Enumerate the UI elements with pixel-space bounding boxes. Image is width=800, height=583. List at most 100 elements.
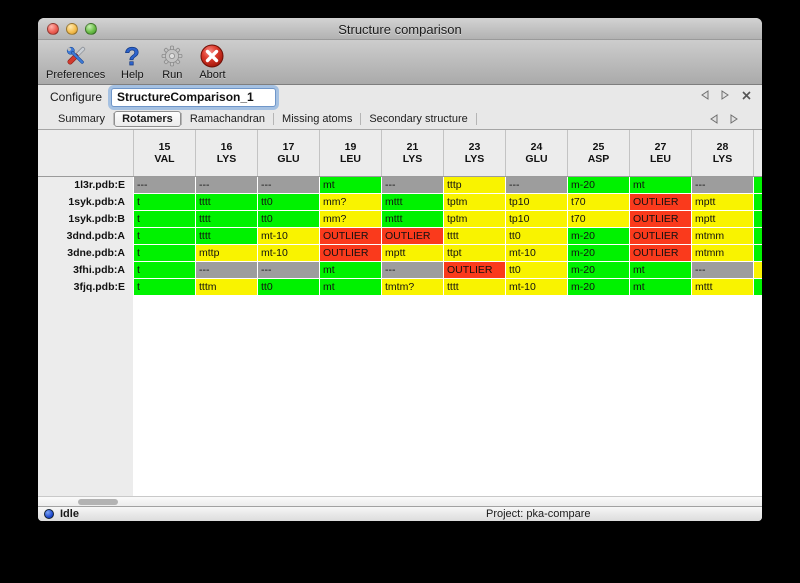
close-configure-icon[interactable] xyxy=(740,89,752,101)
rotamer-cell[interactable]: ttpt xyxy=(444,245,505,261)
rotamer-cell[interactable]: OUTLIER xyxy=(444,262,505,278)
rotamer-cell[interactable]: t xyxy=(134,211,195,227)
rotamer-cell[interactable]: --- xyxy=(134,177,195,193)
tools-icon xyxy=(63,42,89,70)
rotamer-cell[interactable]: m-20 xyxy=(568,228,629,244)
rotamer-cell[interactable]: tptm xyxy=(444,211,505,227)
rotamer-cell[interactable]: tptm xyxy=(444,194,505,210)
row-header-1l3r-pdb-e: 1l3r.pdb:E xyxy=(38,177,133,193)
rotamer-cell[interactable]: tt0 xyxy=(258,279,319,295)
rotamer-cell[interactable]: tp10 xyxy=(506,194,567,210)
column-header-25: 25 ASP xyxy=(567,130,629,176)
rotamer-cell-clipped[interactable] xyxy=(754,245,762,261)
rotamer-cell[interactable]: mm? xyxy=(320,211,381,227)
rotamer-cell[interactable]: tttt xyxy=(196,228,257,244)
rotamer-cell[interactable]: tt0 xyxy=(258,211,319,227)
rotamer-cell[interactable]: tttt xyxy=(196,194,257,210)
rotamer-cell[interactable]: OUTLIER xyxy=(382,228,443,244)
prev-configure-button[interactable] xyxy=(698,89,710,101)
rotamer-cell[interactable]: tt0 xyxy=(506,262,567,278)
tab-rotamers[interactable]: Rotamers xyxy=(114,111,181,127)
rotamer-cell[interactable]: tttm xyxy=(196,279,257,295)
rotamer-cell[interactable]: mptt xyxy=(692,194,753,210)
rotamer-cell[interactable]: m-20 xyxy=(568,262,629,278)
rotamer-cell[interactable]: --- xyxy=(258,262,319,278)
rotamer-cell[interactable]: OUTLIER xyxy=(630,211,691,227)
abort-button[interactable]: Abort xyxy=(199,42,226,81)
rotamer-cell[interactable]: mttt xyxy=(692,279,753,295)
minimize-window-button[interactable] xyxy=(66,23,78,35)
rotamer-cell[interactable]: mt-10 xyxy=(506,279,567,295)
configure-name-input[interactable] xyxy=(111,87,277,107)
rotamer-cell[interactable]: --- xyxy=(506,177,567,193)
zoom-window-button[interactable] xyxy=(85,23,97,35)
rotamer-cell[interactable]: mtmm xyxy=(692,245,753,261)
rotamer-cell[interactable]: tt0 xyxy=(258,194,319,210)
next-tab-button[interactable] xyxy=(728,113,740,125)
rotamer-cell[interactable]: mttt xyxy=(382,211,443,227)
rotamer-cell[interactable]: mm? xyxy=(320,194,381,210)
rotamer-cell[interactable]: mptt xyxy=(692,211,753,227)
rotamer-cell[interactable]: tmtm? xyxy=(382,279,443,295)
tab-missing-atoms[interactable]: Missing atoms xyxy=(282,113,353,125)
rotamer-cell[interactable]: mt xyxy=(320,177,381,193)
rotamer-cell[interactable]: t xyxy=(134,194,195,210)
rotamer-cell[interactable]: mt xyxy=(630,262,691,278)
preferences-button[interactable]: Preferences xyxy=(46,42,105,81)
rotamer-cell[interactable]: t xyxy=(134,279,195,295)
rotamer-cell[interactable]: t70 xyxy=(568,194,629,210)
rotamer-cell[interactable]: mt xyxy=(320,262,381,278)
horizontal-scrollbar[interactable] xyxy=(38,496,762,506)
rotamer-cell-clipped[interactable] xyxy=(754,211,762,227)
rotamer-cell[interactable]: m-20 xyxy=(568,177,629,193)
rotamer-cell[interactable]: mt-10 xyxy=(506,245,567,261)
rotamer-cell[interactable]: tttt xyxy=(196,211,257,227)
rotamer-cell[interactable]: --- xyxy=(196,177,257,193)
rotamer-cell[interactable]: --- xyxy=(692,177,753,193)
rotamer-cell[interactable]: tp10 xyxy=(506,211,567,227)
rotamer-cell[interactable]: OUTLIER xyxy=(630,245,691,261)
rotamer-cell[interactable]: mt xyxy=(630,279,691,295)
prev-tab-button[interactable] xyxy=(707,113,719,125)
rotamer-cell[interactable]: mt xyxy=(320,279,381,295)
tab-ramachandran[interactable]: Ramachandran xyxy=(189,113,266,125)
rotamer-cell[interactable]: tttt xyxy=(444,228,505,244)
rotamer-cell[interactable]: t70 xyxy=(568,211,629,227)
rotamer-cell[interactable]: m-20 xyxy=(568,245,629,261)
rotamer-cell-clipped[interactable] xyxy=(754,279,762,295)
rotamer-cell-clipped[interactable] xyxy=(754,177,762,193)
rotamer-cell[interactable]: mttp xyxy=(196,245,257,261)
rotamer-cell[interactable]: tttt xyxy=(444,279,505,295)
rotamer-cell[interactable]: mt-10 xyxy=(258,228,319,244)
rotamer-cell[interactable]: mt-10 xyxy=(258,245,319,261)
help-button[interactable]: ? Help xyxy=(119,42,145,81)
rotamer-cell[interactable]: mtmm xyxy=(692,228,753,244)
rotamer-cell[interactable]: tttp xyxy=(444,177,505,193)
tab-secondary-structure[interactable]: Secondary structure xyxy=(369,113,468,125)
rotamer-cell-clipped[interactable] xyxy=(754,228,762,244)
close-window-button[interactable] xyxy=(47,23,59,35)
rotamer-cell[interactable]: mptt xyxy=(382,245,443,261)
rotamer-cell-clipped[interactable] xyxy=(754,194,762,210)
rotamer-cell[interactable]: t xyxy=(134,262,195,278)
rotamer-cell[interactable]: --- xyxy=(382,262,443,278)
rotamer-cell[interactable]: mt xyxy=(630,177,691,193)
run-button[interactable]: Run xyxy=(159,42,185,81)
rotamer-cell[interactable]: t xyxy=(134,245,195,261)
rotamer-cell[interactable]: m-20 xyxy=(568,279,629,295)
rotamer-cell[interactable]: mttt xyxy=(382,194,443,210)
next-configure-button[interactable] xyxy=(719,89,731,101)
rotamer-cell[interactable]: tt0 xyxy=(506,228,567,244)
rotamer-cell[interactable]: --- xyxy=(382,177,443,193)
rotamer-cell[interactable]: OUTLIER xyxy=(630,228,691,244)
rotamer-cell[interactable]: OUTLIER xyxy=(320,228,381,244)
rotamer-cell-clipped[interactable] xyxy=(754,262,762,278)
rotamer-cell[interactable]: OUTLIER xyxy=(630,194,691,210)
rotamer-cell[interactable]: t xyxy=(134,228,195,244)
tab-summary[interactable]: Summary xyxy=(58,113,106,125)
rotamer-cell[interactable]: OUTLIER xyxy=(320,245,381,261)
scrollbar-thumb[interactable] xyxy=(78,498,118,505)
rotamer-cell[interactable]: --- xyxy=(258,177,319,193)
rotamer-cell[interactable]: --- xyxy=(692,262,753,278)
rotamer-cell[interactable]: --- xyxy=(196,262,257,278)
